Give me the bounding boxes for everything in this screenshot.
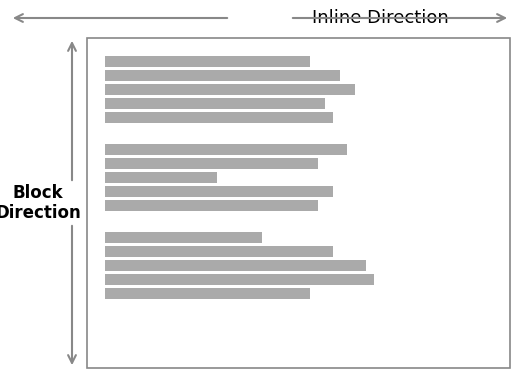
Bar — [87, 38, 510, 368]
Bar — [105, 288, 310, 299]
Bar — [105, 274, 374, 285]
Bar — [105, 56, 310, 67]
Bar — [105, 158, 318, 169]
Bar — [105, 186, 332, 197]
Bar — [105, 260, 366, 271]
Bar — [105, 172, 217, 183]
Text: Block
Direction: Block Direction — [0, 184, 81, 222]
Bar — [105, 232, 262, 243]
Bar — [105, 112, 332, 123]
Bar — [105, 70, 340, 81]
Bar — [105, 144, 348, 155]
Bar — [105, 84, 355, 95]
Bar — [105, 98, 325, 109]
Bar — [105, 246, 332, 257]
Text: Inline Direction: Inline Direction — [312, 9, 449, 27]
Bar — [105, 200, 318, 211]
